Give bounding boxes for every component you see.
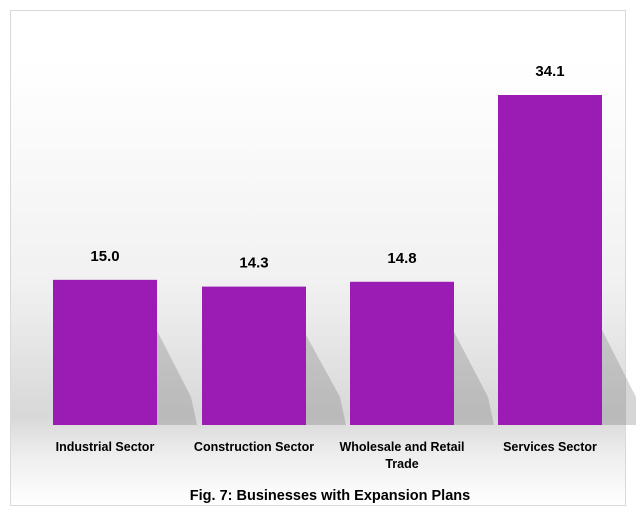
bar [498, 95, 602, 425]
bar [53, 279, 157, 425]
bar-shadow [306, 335, 346, 425]
data-label: 14.3 [239, 255, 268, 272]
data-label: 34.1 [535, 63, 564, 80]
bar [350, 281, 454, 425]
category-label: Industrial Sector [56, 440, 155, 454]
category-label: Trade [385, 457, 418, 471]
category-label: Wholesale and Retail [339, 440, 464, 454]
data-label: 15.0 [90, 248, 119, 265]
bar-shadow [157, 330, 197, 425]
bar-shadows [157, 330, 636, 425]
bar [202, 286, 306, 425]
bar-shadow [454, 331, 494, 425]
data-label: 14.8 [387, 250, 416, 267]
bars [53, 95, 602, 425]
chart-title: Fig. 7: Businesses with Expansion Plans [190, 488, 470, 504]
category-label: Construction Sector [194, 440, 314, 454]
bar-shadow [602, 330, 636, 425]
category-label: Services Sector [503, 440, 597, 454]
category-labels: Industrial Sector Construction Sector Whol… [56, 440, 597, 471]
data-labels: 15.0 14.3 14.8 34.1 [90, 63, 564, 272]
